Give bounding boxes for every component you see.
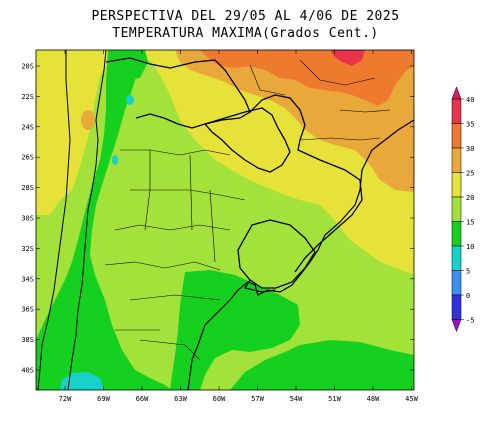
lat-label: 36S xyxy=(21,306,34,314)
lon-label: 66W xyxy=(136,395,149,403)
province-lines xyxy=(104,149,246,361)
colorbar-label: -5 xyxy=(466,317,474,325)
field-25-30-spot xyxy=(81,110,95,130)
map-title: PERSPECTIVA DEL 29/05 AL 4/06 DE 2025 xyxy=(91,9,400,24)
pacific-coastline xyxy=(37,50,71,390)
colorbar-label: 35 xyxy=(466,121,474,129)
colorbar-segment xyxy=(451,221,462,247)
lat-label: 24S xyxy=(21,123,34,131)
lat-label: 22S xyxy=(21,93,34,101)
colorbar-segment xyxy=(451,147,462,173)
lon-label: 54W xyxy=(290,395,303,403)
atlantic-coastline xyxy=(187,119,414,390)
rio-de-la-plata xyxy=(244,279,276,293)
brazil-states xyxy=(249,59,391,141)
lon-label: 48W xyxy=(367,395,380,403)
lat-label: 32S xyxy=(21,245,34,253)
colorbar-arrow-top xyxy=(451,86,462,100)
colorbar-label: 10 xyxy=(466,243,474,251)
colorbar-label: 25 xyxy=(466,170,474,178)
colorbar-segment xyxy=(451,172,462,198)
colorbar-segment xyxy=(451,123,462,149)
lat-label: 20S xyxy=(21,63,34,71)
uruguay-border xyxy=(237,219,316,289)
colorbar-legend: 40 35 30 25 20 15 10 5 0 -5 xyxy=(451,86,474,333)
field-5-10-spot-mid xyxy=(112,155,118,165)
colorbar-label: 15 xyxy=(466,219,474,227)
colorbar-segment xyxy=(451,196,462,222)
colorbar-segment xyxy=(451,270,462,296)
colorbar-segment xyxy=(451,294,462,320)
lon-label: 69W xyxy=(97,395,110,403)
field-10-15-south xyxy=(170,270,300,390)
bolivia-border xyxy=(105,57,251,129)
colorbar-label: 30 xyxy=(466,145,474,153)
colorbar-arrow-bottom xyxy=(451,319,462,333)
field-10-15-andes xyxy=(36,50,172,390)
colorbar-label: 0 xyxy=(466,292,470,300)
lon-label: 60W xyxy=(213,395,226,403)
colorbar-label: 5 xyxy=(466,268,470,276)
lon-label: 63W xyxy=(174,395,187,403)
temperature-field xyxy=(36,50,414,390)
map-subtitle: TEMPERATURA MAXIMA(Grados Cent.) xyxy=(112,26,379,41)
lat-label: 28S xyxy=(21,184,34,192)
field-5-10-spot-north xyxy=(126,95,134,105)
colorbar-label: 40 xyxy=(466,96,474,104)
paraguay-border xyxy=(203,107,291,173)
lat-label: 30S xyxy=(21,215,34,223)
lon-label: 72W xyxy=(59,395,72,403)
field-5-10-southwest xyxy=(60,372,104,390)
lon-label: 57W xyxy=(251,395,264,403)
lat-label: 40S xyxy=(21,367,34,375)
colorbar-segment xyxy=(451,98,462,124)
field-10-15-coast xyxy=(230,340,414,390)
field-30-35 xyxy=(200,50,414,106)
lat-label: 38S xyxy=(21,336,34,344)
brazil-border xyxy=(249,94,363,273)
colorbar-segment xyxy=(451,245,462,271)
lon-label: 51W xyxy=(328,395,341,403)
colorbar-label: 20 xyxy=(466,194,474,202)
latitude-axis: 20S 22S 24S 26S 28S 30S 32S 34S 36S 38S 40S xyxy=(21,63,414,375)
longitude-axis: 72W 69W 66W 63W 60W 57W 54W 51W 48W 45W xyxy=(59,50,419,403)
lat-label: 26S xyxy=(21,154,34,162)
field-10-15-north xyxy=(118,50,148,80)
political-boundaries xyxy=(37,50,414,390)
lat-label: 34S xyxy=(21,275,34,283)
lon-label: 45W xyxy=(405,395,418,403)
field-35-40 xyxy=(330,50,365,66)
andes-border xyxy=(67,50,107,390)
map-frame xyxy=(35,49,415,391)
